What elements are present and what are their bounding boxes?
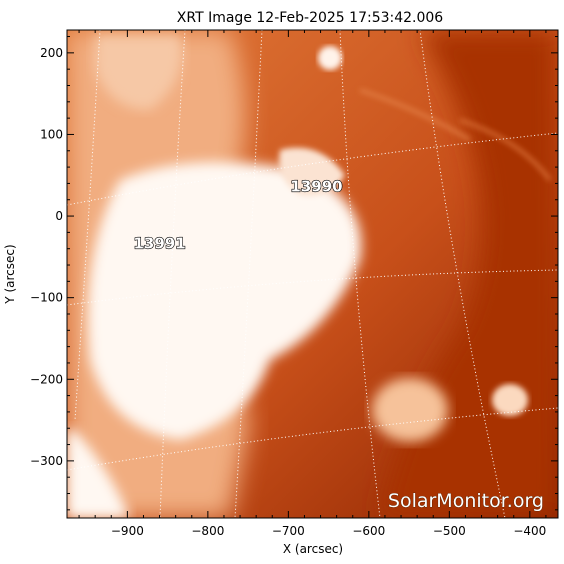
y-tick-label: −300	[30, 454, 63, 468]
y-tick-label: −200	[30, 372, 63, 386]
watermark: SolarMonitor.org	[388, 490, 544, 512]
y-tick-label: 0	[55, 209, 63, 223]
x-tick-label: −600	[352, 524, 385, 538]
y-tick-label: −100	[30, 291, 63, 305]
x-tick-label: −500	[433, 524, 466, 538]
x-tick-label: −400	[513, 524, 546, 538]
x-tick-label: −900	[111, 524, 144, 538]
x-axis-label: X (arcsec)	[283, 542, 343, 556]
y-tick-label: 100	[40, 127, 63, 141]
solar-image	[67, 30, 558, 518]
y-tick-label: 200	[40, 46, 63, 60]
active-region-labels: 13990 13991	[133, 177, 343, 253]
active-region-13991: 13991	[133, 235, 185, 253]
y-axis-ticks: 200 100 0 −100 −200 −300	[30, 36, 558, 511]
y-axis-label: Y (arcsec)	[3, 244, 17, 304]
x-axis-ticks: −900 −800 −700 −600 −500 −400	[78, 30, 547, 538]
plot-frame	[66, 29, 559, 519]
chart-title: XRT Image 12-Feb-2025 17:53:42.006	[177, 10, 444, 26]
x-tick-label: −800	[191, 524, 224, 538]
active-region-13990: 13990	[290, 178, 342, 196]
x-tick-label: −700	[272, 524, 305, 538]
